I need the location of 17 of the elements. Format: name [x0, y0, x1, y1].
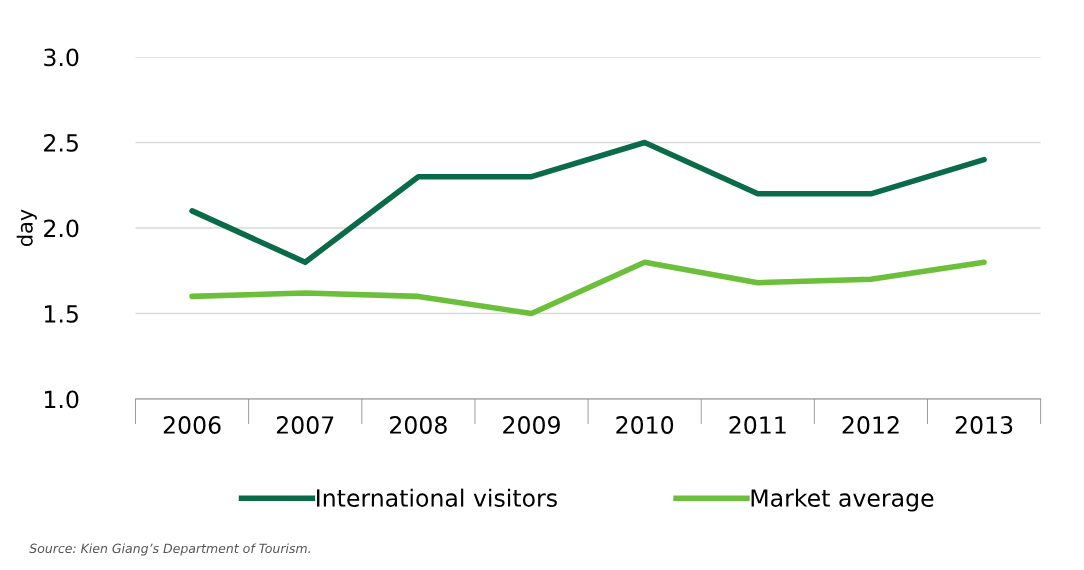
x-tick-label: 2011: [729, 416, 786, 434]
legend-label: International visitors: [317, 488, 557, 507]
x-tick-label: 2006: [163, 416, 221, 434]
y-tick-label: 1.5: [44, 305, 78, 323]
y-tick-label: 2.5: [44, 133, 78, 152]
x-tick-label: 2010: [616, 416, 674, 434]
x-tick-label: 2007: [276, 416, 334, 434]
x-tick-label: 2009: [503, 416, 560, 434]
legend-label: Market average: [751, 488, 934, 512]
x-tick-label: 2013: [955, 416, 1013, 434]
y-tick-label: 1.0: [44, 390, 79, 409]
x-tick-label: 2012: [842, 416, 899, 434]
y-tick-label: 3.0: [44, 48, 79, 67]
x-tick-label: 2008: [390, 416, 447, 434]
y-tick-label: 2.0: [44, 219, 79, 238]
source-note: Source: Kien Giang’s Department of Tourism.: [29, 543, 310, 556]
y-axis-title: day: [16, 209, 37, 247]
